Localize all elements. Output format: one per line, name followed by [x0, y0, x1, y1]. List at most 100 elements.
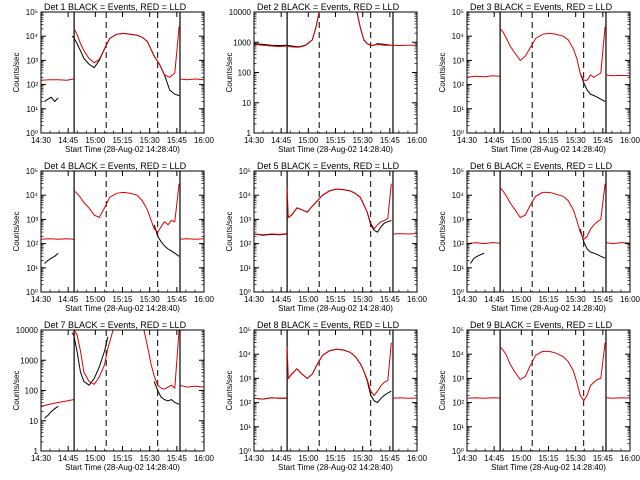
x-tick-label: 14:45	[271, 136, 292, 145]
x-tick-label: 14:45	[484, 454, 505, 463]
series-events-line	[469, 252, 485, 264]
series-lld-line	[254, 233, 287, 236]
series-events-line	[44, 252, 59, 264]
x-axis-label: Start Time (28-Aug-02 14:28:40)	[491, 463, 606, 472]
y-tick-label: 10⁴	[239, 191, 252, 200]
chart-title: Det 9 BLACK = Events, RED = LLD	[470, 320, 613, 330]
series-lld-line	[254, 12, 320, 48]
chart-title: Det 5 BLACK = Events, RED = LLD	[257, 161, 400, 171]
x-tick-label: 16:00	[620, 136, 640, 145]
x-tick-label: 16:00	[407, 295, 428, 304]
y-tick-label: 10⁵	[26, 167, 38, 176]
x-tick-label: 16:00	[194, 454, 215, 463]
y-tick-label: 100	[25, 387, 39, 396]
y-tick-label: 10²	[239, 399, 251, 408]
y-tick-label: 10⁰	[452, 288, 464, 297]
x-axis-label: Start Time (28-Aug-02 14:28:40)	[65, 463, 180, 472]
series-lld-line	[467, 75, 500, 78]
x-tick-label: 14:30	[457, 295, 478, 304]
chart-panel-2: Det 2 BLACK = Events, RED = LLD 1 10 100 100…	[225, 2, 428, 154]
x-tick-label: 15:30	[353, 136, 374, 145]
y-tick-label: 10⁴	[452, 350, 465, 359]
x-tick-label: 16:00	[194, 136, 215, 145]
series-lld-line	[179, 384, 204, 388]
x-axis-label: Start Time (28-Aug-02 14:28:40)	[491, 145, 606, 154]
x-tick-label: 15:30	[140, 295, 161, 304]
y-axis-label: Counts/sec	[225, 52, 234, 92]
y-tick-label: 10⁵	[452, 326, 464, 335]
x-tick-label: 14:30	[244, 136, 265, 145]
plot-data	[467, 12, 630, 133]
chart-panel-4: Det 4 BLACK = Events, RED = LLD 10⁰ 10¹ 10²…	[12, 161, 215, 313]
series-lld-line	[392, 397, 417, 399]
series-lld-line	[179, 78, 204, 81]
plot-data	[41, 12, 204, 133]
x-tick-label: 15:30	[353, 454, 374, 463]
y-axis-label: Counts/sec	[225, 211, 234, 251]
y-tick-label: 10³	[26, 56, 38, 65]
x-tick-label: 14:30	[31, 454, 52, 463]
x-tick-label: 15:00	[298, 295, 319, 304]
plot-data	[254, 12, 417, 133]
x-tick-label: 14:45	[484, 136, 505, 145]
chart-title: Det 4 BLACK = Events, RED = LLD	[44, 161, 187, 171]
x-tick-label: 14:30	[244, 454, 265, 463]
y-tick-label: 10⁰	[26, 288, 38, 297]
series-lld-line	[73, 183, 180, 233]
y-tick-label: 10³	[26, 215, 38, 224]
y-tick-label: 1	[34, 447, 39, 456]
x-tick-label: 15:45	[167, 295, 188, 304]
y-axis-label: Counts/sec	[12, 211, 21, 251]
x-tick-label: 14:45	[271, 454, 292, 463]
chart-title: Det 2 BLACK = Events, RED = LLD	[257, 2, 400, 12]
series-lld-line	[254, 397, 287, 400]
y-tick-label: 10²	[452, 240, 464, 249]
y-tick-label: 10²	[452, 399, 464, 408]
plot-data	[254, 171, 417, 292]
y-tick-label: 10⁵	[239, 167, 251, 176]
chart-panel-5: Det 5 BLACK = Events, RED = LLD 10⁰ 10¹ 10²…	[225, 161, 428, 313]
y-tick-label: 10⁵	[452, 167, 464, 176]
x-tick-label: 15:00	[511, 454, 532, 463]
x-tick-label: 15:15	[112, 136, 133, 145]
x-tick-label: 15:45	[167, 136, 188, 145]
x-tick-label: 15:30	[353, 295, 374, 304]
y-tick-label: 10²	[26, 81, 38, 90]
series-lld-line	[605, 242, 630, 245]
y-tick-label: 10	[242, 99, 251, 108]
y-tick-label: 1000	[233, 38, 251, 47]
series-lld-line	[356, 12, 417, 47]
x-tick-label: 16:00	[407, 454, 428, 463]
plot-data	[467, 330, 630, 451]
y-tick-label: 10⁰	[26, 129, 38, 138]
x-tick-label: 15:15	[538, 136, 559, 145]
y-tick-label: 10⁴	[26, 191, 39, 200]
chart-title: Det 3 BLACK = Events, RED = LLD	[470, 2, 613, 12]
plot-data	[41, 171, 204, 292]
series-lld-line	[467, 242, 500, 245]
series-lld-line	[179, 238, 204, 240]
series-lld-line	[605, 397, 630, 399]
chart-panel-6: Det 6 BLACK = Events, RED = LLD 10⁰ 10¹ 10²…	[438, 161, 640, 313]
x-axis-label: Start Time (28-Aug-02 14:28:40)	[491, 304, 606, 313]
x-tick-label: 15:15	[325, 136, 346, 145]
series-lld-line	[41, 78, 74, 81]
series-events-line	[153, 224, 180, 257]
x-tick-label: 15:45	[380, 136, 401, 145]
x-tick-label: 14:45	[58, 454, 79, 463]
series-lld-line	[499, 342, 606, 402]
series-lld-line	[143, 330, 180, 390]
series-lld-line	[41, 399, 74, 407]
y-tick-label: 10⁰	[452, 129, 464, 138]
x-axis-label: Start Time (28-Aug-02 14:28:40)	[278, 145, 393, 154]
y-axis-label: Counts/sec	[438, 52, 447, 92]
y-tick-label: 10¹	[239, 264, 251, 273]
x-tick-label: 16:00	[194, 295, 215, 304]
series-events-line	[356, 12, 392, 46]
y-tick-label: 10⁰	[239, 447, 251, 456]
x-axis-label: Start Time (28-Aug-02 14:28:40)	[278, 304, 393, 313]
x-tick-label: 14:45	[271, 295, 292, 304]
y-tick-label: 100	[238, 69, 252, 78]
x-tick-label: 16:00	[620, 295, 640, 304]
